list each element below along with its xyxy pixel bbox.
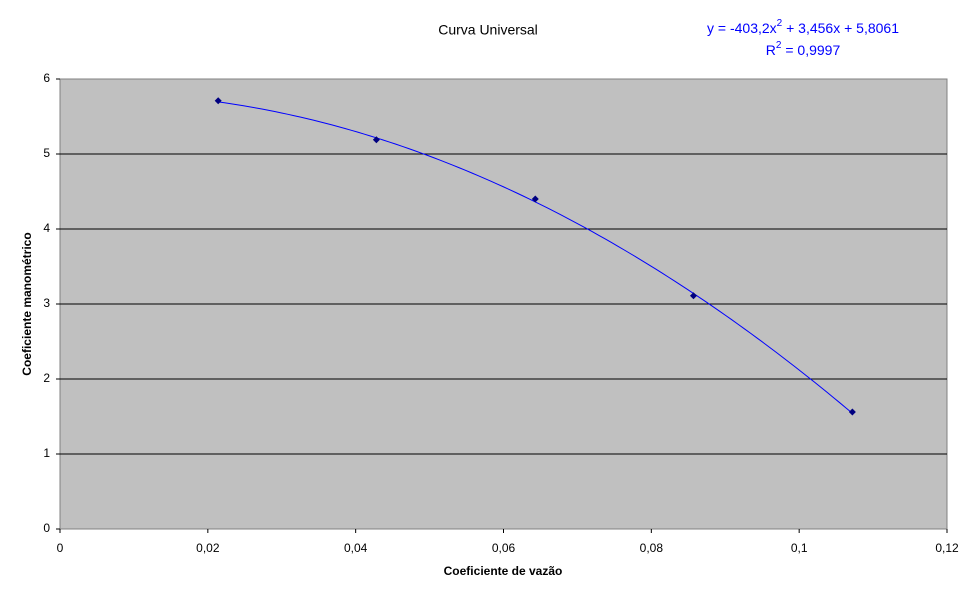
x-axis-title: Coeficiente de vazão bbox=[444, 564, 563, 578]
data-point bbox=[214, 97, 222, 105]
x-tick-label: 0,08 bbox=[640, 541, 664, 555]
y-tick-label: 5 bbox=[43, 146, 50, 160]
x-tick-label: 0 bbox=[57, 541, 64, 555]
y-tick-label: 1 bbox=[43, 446, 50, 460]
y-tick-label: 3 bbox=[43, 296, 50, 310]
chart-title: Curva Universal bbox=[438, 22, 538, 38]
trendline-r-squared: R2 = 0,9997 bbox=[766, 40, 841, 58]
trendline-equation: y = -403,2x2 + 3,456x + 5,8061 bbox=[707, 18, 899, 36]
r-squared-part: R bbox=[766, 42, 776, 58]
r-squared-exponent: 2 bbox=[776, 40, 782, 51]
x-tick-label: 0,1 bbox=[791, 541, 808, 555]
equation-exponent: 2 bbox=[777, 18, 783, 29]
data-point bbox=[689, 292, 697, 300]
y-tick-label: 2 bbox=[43, 371, 50, 385]
x-tick-label: 0,06 bbox=[492, 541, 516, 555]
x-tick-label: 0,12 bbox=[935, 541, 959, 555]
data-point bbox=[372, 136, 380, 144]
y-tick-label: 6 bbox=[43, 71, 50, 85]
equation-part: + 3,456x + 5,8061 bbox=[782, 20, 899, 36]
r-squared-part: = 0,9997 bbox=[781, 42, 840, 58]
equation-part: y = -403,2x bbox=[707, 20, 777, 36]
x-tick-label: 0,02 bbox=[196, 541, 220, 555]
y-tick-label: 0 bbox=[43, 521, 50, 535]
data-point bbox=[531, 195, 539, 203]
y-axis-title: Coeficiente manométrico bbox=[20, 232, 34, 375]
x-tick-label: 0,04 bbox=[344, 541, 368, 555]
data-point bbox=[848, 408, 856, 416]
y-tick-label: 4 bbox=[43, 221, 50, 235]
